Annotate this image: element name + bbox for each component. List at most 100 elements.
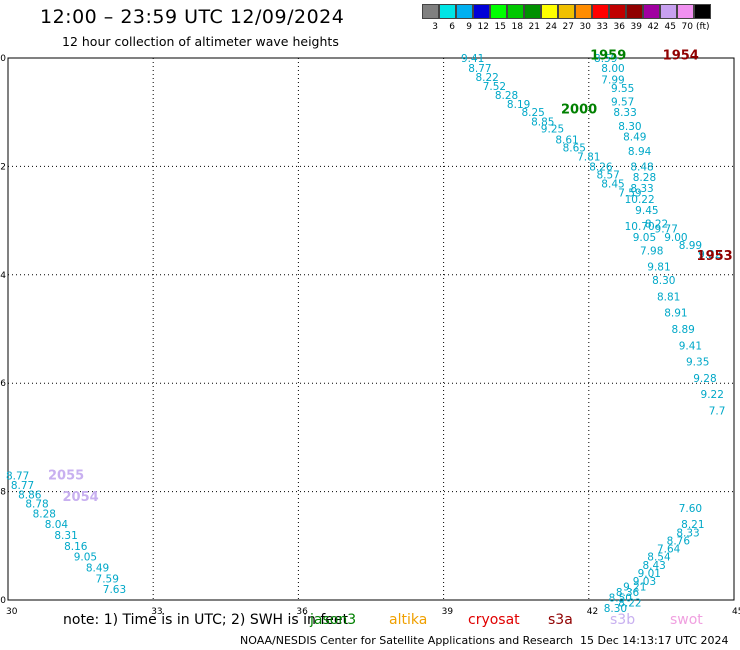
y-tick-label: -54 — [0, 271, 6, 281]
color-legend-label: 18 — [511, 22, 523, 32]
satellite-legend-cryosat: cryosat — [468, 612, 520, 628]
y-tick-label: -60 — [0, 596, 6, 606]
color-swatch — [694, 4, 711, 19]
swh-value-label: 7.59 — [96, 573, 119, 585]
swh-value-label: 9.41 — [679, 340, 702, 352]
swh-value-label: 8.22 — [645, 218, 668, 230]
x-tick-label: 36 — [296, 607, 308, 617]
swh-value-label: 8.86 — [18, 489, 42, 501]
swh-value-label: 8.33 — [676, 527, 699, 539]
swh-value-label: 8.50 — [609, 592, 632, 604]
swh-value-label: 8.81 — [657, 291, 680, 303]
x-tick-label: 45 — [732, 607, 740, 617]
swh-value-label: 7.52 — [483, 81, 506, 93]
color-legend-label: 12 — [477, 22, 489, 32]
x-tick-label: 30 — [6, 607, 18, 617]
color-swatch — [558, 4, 575, 19]
color-legend-label: 9 — [466, 22, 472, 32]
swh-value-label: 8.78 — [25, 499, 48, 511]
satellite-legend-s3a: s3a — [548, 612, 573, 628]
color-legend — [422, 4, 711, 19]
color-legend-label: 30 — [579, 22, 591, 32]
swh-value-label: 9.55 — [611, 83, 634, 95]
swh-value-label: 8.54 — [647, 552, 671, 564]
satellite-legend-altika: altika — [389, 612, 428, 628]
pass-time-label: 1953 — [697, 249, 733, 264]
swh-value-label: 7.60 — [679, 503, 702, 515]
swh-value-label: 9.45 — [635, 205, 658, 217]
swh-value-label: 8.16 — [64, 541, 88, 553]
swh-value-label: 9.41 — [461, 53, 484, 65]
color-swatch — [609, 4, 626, 19]
swh-value-label: 9.05 — [633, 232, 656, 244]
swh-value-label: 9.77 — [655, 224, 678, 236]
color-legend-label: 36 — [613, 22, 625, 32]
pass-time-label: 2054 — [63, 490, 99, 505]
color-legend-label: 6 — [449, 22, 455, 32]
swh-value-label: 8.91 — [664, 308, 687, 320]
satellite-legend-s3b: s3b — [610, 612, 636, 628]
swh-value-label: 8.48 — [630, 161, 653, 173]
swh-value-label: 9.81 — [647, 262, 670, 274]
color-swatch — [422, 4, 439, 19]
swh-value-label: 8.19 — [507, 99, 530, 111]
color-swatch — [541, 4, 558, 19]
color-swatch — [643, 4, 660, 19]
swh-value-label: 10.22 — [625, 194, 655, 206]
swh-value-label: 8.36 — [616, 587, 640, 599]
color-legend-label: 70 — [681, 22, 693, 32]
color-swatch — [473, 4, 490, 19]
swh-value-label: 8.85 — [531, 116, 554, 128]
pass-time-label: 2000 — [561, 102, 597, 117]
color-legend-label: 15 — [494, 22, 506, 32]
swh-value-label: 9.01 — [638, 568, 661, 580]
timestamp: 15 Dec 14:13:17 UTC 2024 — [580, 634, 729, 647]
swh-value-label: 9.00 — [664, 232, 687, 244]
swh-value-label: 8.59 — [594, 53, 617, 65]
swh-value-label: 7.98 — [640, 245, 663, 257]
swh-value-label: 8.00 — [601, 63, 624, 75]
color-legend-label: 21 — [528, 22, 540, 32]
swh-value-label: 8.76 — [667, 535, 691, 547]
swh-value-label: 8.33 — [630, 183, 653, 195]
swh-value-label: 8.61 — [555, 134, 578, 146]
color-legend-unit: (ft) — [696, 22, 710, 32]
swh-value-label: 8.25 — [521, 107, 544, 119]
swh-value-label: 7.64 — [657, 544, 681, 556]
swh-value-label: 7.99 — [601, 75, 624, 87]
swh-value-label: 9.25 — [541, 123, 564, 135]
color-legend-label: 39 — [630, 22, 642, 32]
y-tick-label: -52 — [0, 162, 6, 172]
satellite-legend-swot: swot — [670, 612, 703, 628]
swh-value-label: 8.22 — [618, 598, 641, 610]
swh-value-label: 7.59 — [618, 187, 641, 199]
swh-value-label: 8.33 — [613, 107, 636, 119]
swh-value-label: 9.28 — [693, 373, 716, 385]
chart-subtitle: 12 hour collection of altimeter wave hei… — [62, 34, 339, 49]
swh-value-label: 8.26 — [589, 161, 613, 173]
swh-value-label: 8.49 — [623, 132, 646, 144]
swh-value-label: 8.77 — [468, 63, 491, 75]
swh-value-label: 9.57 — [611, 96, 634, 108]
swh-value-label: 10.70 — [625, 221, 655, 233]
swh-value-label: 8.43 — [642, 560, 665, 572]
pass-time-label: 2055 — [48, 468, 84, 483]
swh-value-label: 8.45 — [601, 179, 624, 191]
color-swatch — [524, 4, 541, 19]
color-legend-label: 45 — [664, 22, 676, 32]
swh-value-label: 8.30 — [604, 603, 627, 615]
color-swatch — [507, 4, 524, 19]
footer-note: note: 1) Time is in UTC; 2) SWH is in fe… — [63, 612, 349, 628]
pass-time-label: 1954 — [663, 48, 699, 63]
color-swatch — [490, 4, 507, 19]
swh-value-label: 9.03 — [633, 576, 656, 588]
swh-value-label: 9.22 — [701, 389, 724, 401]
swh-value-label: 8.57 — [596, 170, 619, 182]
swh-value-label: 8.28 — [33, 508, 56, 520]
color-legend-label: 24 — [545, 22, 557, 32]
swh-value-label: 9.22 — [698, 249, 721, 261]
plot-frame — [7, 57, 735, 601]
swh-value-label: 8.22 — [475, 72, 498, 84]
swh-value-label: 8.49 — [86, 562, 109, 574]
